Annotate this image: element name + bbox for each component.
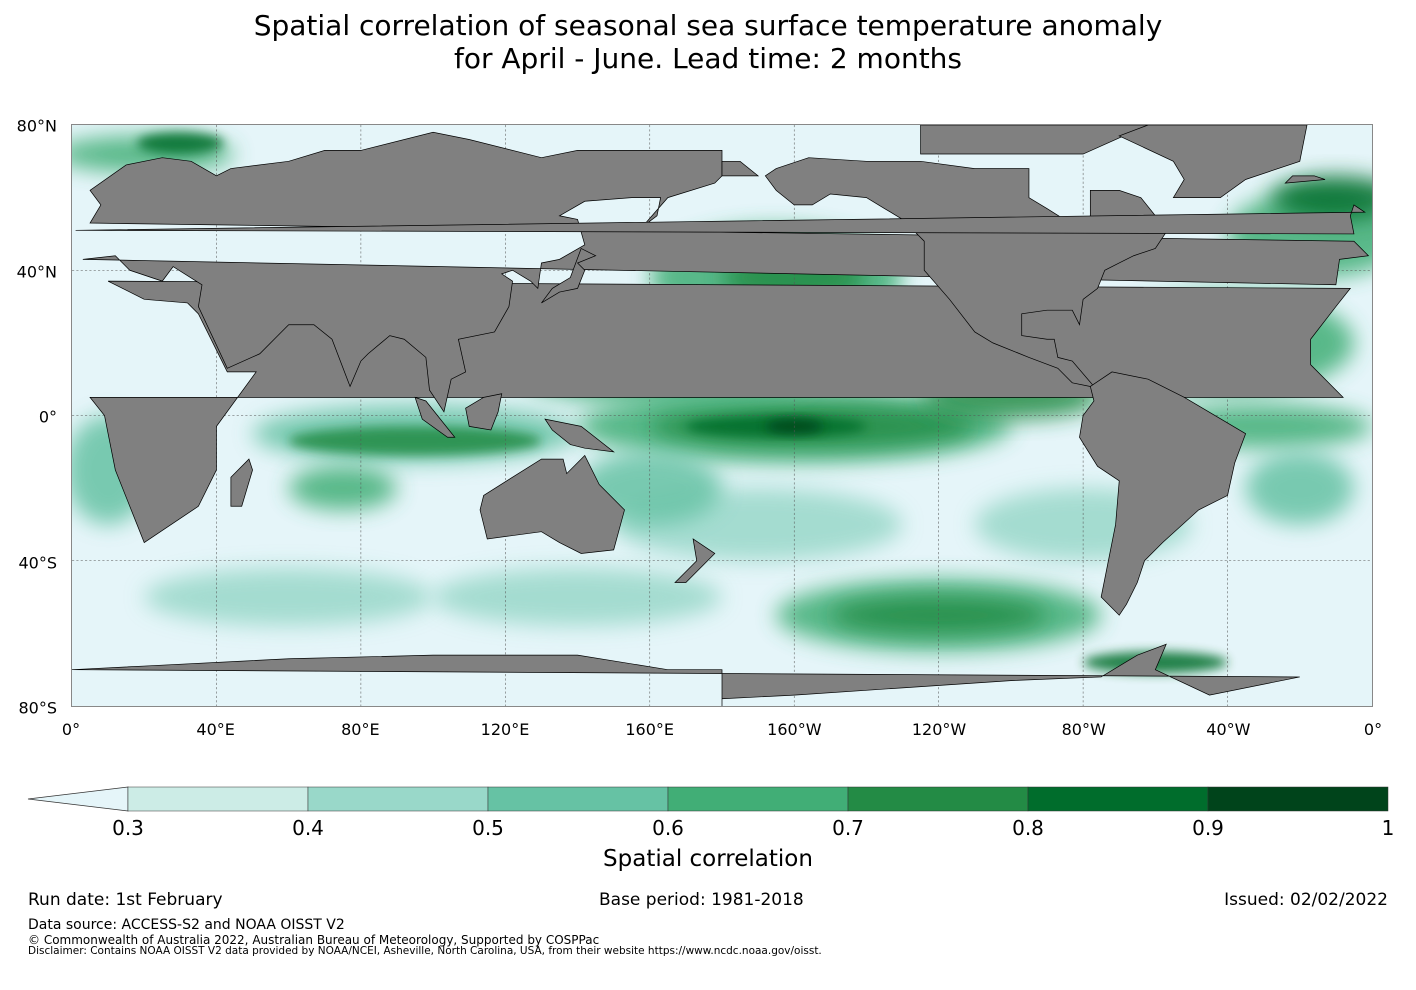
correlation-map bbox=[71, 124, 1373, 707]
land-newzealand bbox=[674, 538, 716, 583]
chart-title-line2: for April - June. Lead time: 2 months bbox=[453, 42, 963, 75]
lon-label: 160°W bbox=[767, 720, 822, 739]
correlation-region bbox=[433, 568, 722, 627]
lon-label: 120°E bbox=[480, 720, 530, 739]
colorbar bbox=[27, 786, 1389, 812]
land-newguinea bbox=[544, 418, 615, 453]
colorbar-segment bbox=[847, 786, 1029, 812]
colorbar-tick: 0.4 bbox=[292, 816, 324, 840]
lon-label: 160°E bbox=[625, 720, 674, 739]
correlation-region bbox=[137, 132, 224, 155]
colorbar-tick: 0.9 bbox=[1192, 816, 1224, 840]
issued-date: Issued: 02/02/2022 bbox=[1224, 890, 1388, 910]
copyright: © Commonwealth of Australia 2022, Austra… bbox=[28, 933, 600, 947]
colorbar-tick: 0.3 bbox=[112, 816, 144, 840]
colorbar-segment bbox=[667, 786, 849, 812]
lat-label: 40°S bbox=[18, 553, 57, 572]
land-borneo bbox=[465, 393, 503, 431]
correlation-region bbox=[288, 426, 542, 456]
correlation-region bbox=[288, 466, 397, 510]
colorbar-tick: 0.8 bbox=[1012, 816, 1044, 840]
land-antarctica bbox=[72, 643, 1300, 706]
land-arctic bbox=[920, 125, 1149, 155]
land-greenland bbox=[1118, 125, 1308, 198]
land-madagascar bbox=[230, 458, 253, 507]
colorbar-tick: 0.6 bbox=[652, 816, 684, 840]
land-iceland bbox=[1284, 175, 1326, 184]
lon-label: 80°E bbox=[341, 720, 380, 739]
land-australia bbox=[479, 454, 625, 554]
lat-label: 40°N bbox=[16, 262, 57, 281]
land-sumatra bbox=[414, 396, 456, 438]
lon-label: 0° bbox=[1363, 720, 1383, 739]
lon-label: 0° bbox=[61, 720, 81, 739]
colorbar-segment bbox=[487, 786, 669, 812]
land-northamerica bbox=[764, 157, 1171, 387]
land-chukotka bbox=[721, 160, 760, 177]
colorbar-under-extend bbox=[27, 786, 129, 812]
land-japan bbox=[541, 247, 597, 304]
lon-label: 80°W bbox=[1061, 720, 1106, 739]
lat-label: 80°N bbox=[16, 116, 57, 136]
base-period: Base period: 1981-2018 bbox=[599, 890, 804, 910]
colorbar-tick: 0.5 bbox=[472, 816, 504, 840]
lon-label: 120°W bbox=[911, 720, 967, 739]
lon-label: 40°W bbox=[1206, 720, 1251, 739]
lon-label: 40°E bbox=[196, 720, 235, 739]
land-southamerica bbox=[1079, 371, 1247, 616]
colorbar-segment bbox=[1027, 786, 1209, 812]
land-eurasia bbox=[82, 131, 1370, 413]
chart-title-line1: Spatial correlation of seasonal sea surf… bbox=[253, 9, 1163, 42]
run-date: Run date: 1st February bbox=[28, 890, 223, 910]
colorbar-tick: 1 bbox=[1381, 816, 1395, 840]
land-uk bbox=[75, 204, 1366, 235]
land-mask bbox=[72, 125, 1372, 706]
correlation-region bbox=[1245, 451, 1354, 525]
colorbar-segment bbox=[1207, 786, 1389, 812]
correlation-region bbox=[144, 568, 434, 627]
colorbar-segment bbox=[127, 786, 309, 812]
land-antarctica bbox=[1371, 669, 1372, 671]
lat-label: 80°S bbox=[18, 698, 57, 718]
colorbar-label: Spatial correlation bbox=[603, 846, 813, 872]
correlation-region bbox=[1270, 175, 1372, 220]
colorbar-tick: 0.7 bbox=[832, 816, 864, 840]
disclaimer: Disclaimer: Contains NOAA OISST V2 data … bbox=[28, 945, 822, 957]
colorbar-segment bbox=[307, 786, 489, 812]
lat-label: 0° bbox=[38, 407, 57, 427]
data-source: Data source: ACCESS-S2 and NOAA OISST V2 bbox=[28, 917, 345, 933]
